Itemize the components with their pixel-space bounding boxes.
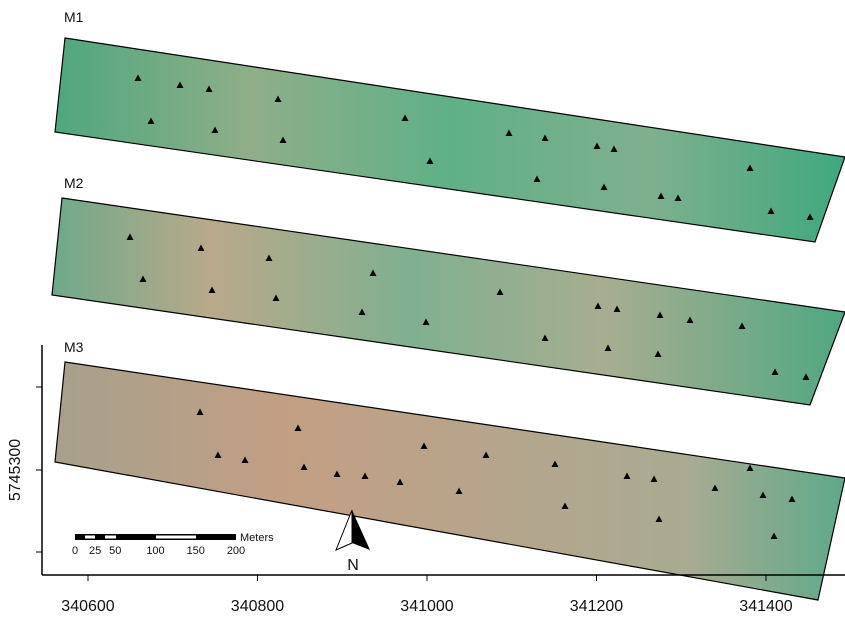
x-tick-label: 340600 [61, 598, 114, 615]
x-tick-label: 341400 [739, 598, 792, 615]
scale-bar-segment [85, 536, 95, 539]
north-label: N [347, 557, 359, 574]
scale-bar-body [75, 534, 236, 540]
scale-unit: Meters [240, 532, 274, 544]
scale-bar-segment [105, 536, 116, 539]
panel-label: M2 [64, 175, 84, 191]
strip-m3 [55, 362, 845, 600]
strip-m1 [55, 38, 845, 242]
x-tick-label: 341200 [570, 598, 623, 615]
scale-tick-label: 100 [146, 545, 164, 557]
scale-tick-label: 0 [72, 545, 78, 557]
scale-tick-label: 25 [89, 545, 101, 557]
panel-label: M1 [64, 9, 84, 25]
scale-bar [75, 534, 236, 540]
scale-tick-label: 200 [227, 545, 245, 557]
x-tick-label: 340800 [231, 598, 284, 615]
y-tick-label: 5745300 [7, 439, 24, 501]
arrow-half [336, 510, 352, 550]
map-figure: M1 M2 M3 Meters N 340600 340800 341000 3412… [0, 0, 845, 619]
scale-tick-label: 50 [109, 545, 121, 557]
scale-bar-segment [156, 536, 196, 539]
x-tick-label: 341000 [400, 598, 453, 615]
scale-tick-label: 150 [187, 545, 205, 557]
panel-label: M3 [64, 339, 84, 355]
